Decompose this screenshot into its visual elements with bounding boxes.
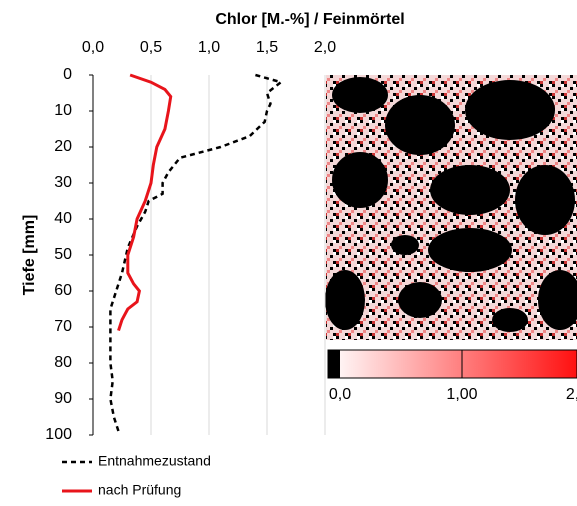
colorbar-label: 0,0 xyxy=(329,386,351,403)
chart-title: Chlor [M.-%] / Feinmörtel xyxy=(215,11,404,28)
legend-label: Entnahmezustand xyxy=(98,453,211,469)
y-tick-label: 80 xyxy=(54,354,72,371)
y-tick-label: 70 xyxy=(54,318,72,335)
x-tick-label: 2,0 xyxy=(314,39,336,56)
x-tick-label: 1,5 xyxy=(256,39,278,56)
y-tick-label: 10 xyxy=(54,102,72,119)
colorbar-label: 2,0 xyxy=(566,386,577,403)
y-tick-label: 40 xyxy=(54,210,72,227)
line-series xyxy=(109,73,284,432)
legend-label: nach Prüfung xyxy=(98,482,181,498)
y-tick-label: 20 xyxy=(54,138,72,155)
colorbar xyxy=(327,349,577,379)
y-axis-label: Tiefe [mm] xyxy=(21,215,38,296)
micrograph xyxy=(325,75,577,340)
line-series xyxy=(117,73,173,332)
colorbar-label: 1,00 xyxy=(446,386,477,403)
y-tick-label: 90 xyxy=(54,390,72,407)
x-tick-label: 1,0 xyxy=(198,39,220,56)
y-tick-label: 100 xyxy=(45,426,72,443)
y-tick-label: 0 xyxy=(63,66,72,83)
x-tick-label: 0,0 xyxy=(82,39,104,56)
y-tick-label: 60 xyxy=(54,282,72,299)
y-tick-label: 30 xyxy=(54,174,72,191)
y-tick-label: 50 xyxy=(54,246,72,263)
x-tick-label: 0,5 xyxy=(140,39,162,56)
